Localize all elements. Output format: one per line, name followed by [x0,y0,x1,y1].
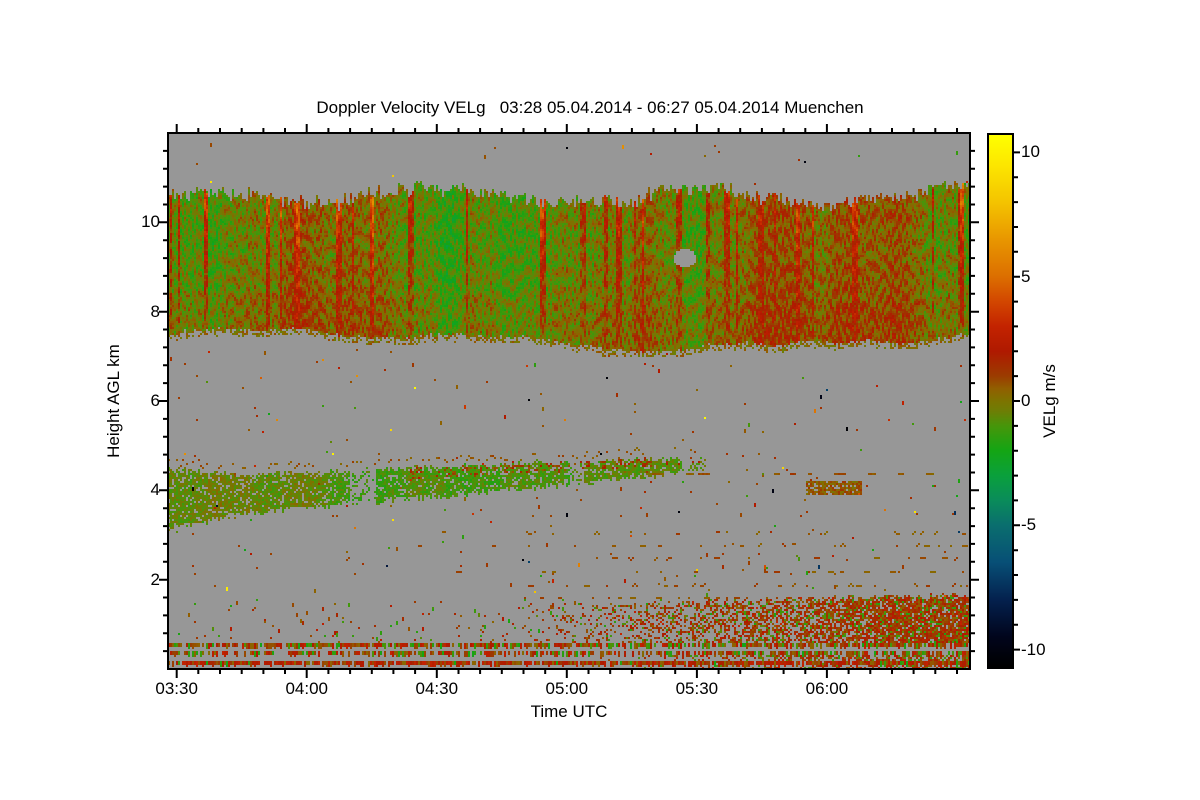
x-tick-label: 04:30 [415,679,459,698]
x-tick-label: 05:00 [545,679,589,698]
y-tick-label: 4 [150,480,160,500]
y-tick-label: 2 [150,569,160,589]
x-tick-label: 06:00 [805,679,849,698]
chart-title: Doppler Velocity VELg 03:28 05.04.2014 -… [316,98,864,117]
heatmap-canvas [168,133,970,669]
y-tick-label: 6 [150,391,160,410]
colorbar-tick-label: -5 [1021,515,1037,535]
x-tick-label: 05:30 [675,679,719,698]
colorbar-tick-label: -10 [1021,639,1046,659]
x-tick-label: 03:30 [155,679,198,698]
colorbar-tick-label: 0 [1021,391,1031,410]
colorbar-canvas [989,135,1012,667]
x-tick-label: 04:00 [285,679,328,698]
y-tick-label: 10 [141,212,160,232]
colorbar-tick-label: 5 [1021,266,1031,286]
colorbar-tick-label: 10 [1021,142,1040,162]
colorbar-label: VELg m/s [1040,364,1059,438]
y-tick-label: 8 [150,301,160,321]
x-axis-label: Time UTC [530,702,608,721]
